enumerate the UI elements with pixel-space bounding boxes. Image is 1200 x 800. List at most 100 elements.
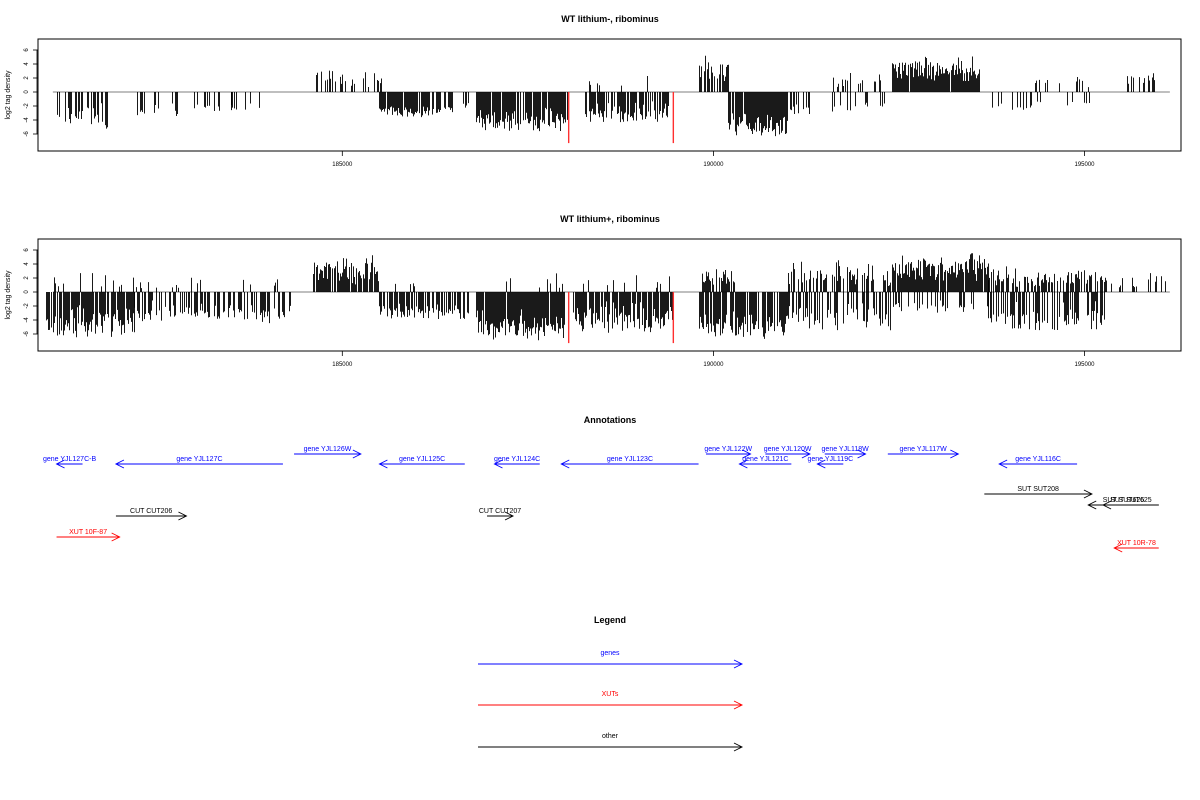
annotation-arrow-head (801, 449, 811, 459)
legend-label: XUTs (602, 691, 619, 698)
annotation-feature: gene YJL116C (998, 456, 1078, 469)
legend-entry: XUTs (478, 691, 744, 710)
annotation-arrow-head (352, 449, 362, 459)
y-tick-label: 2 (24, 276, 30, 280)
annotations-title: Annotations (584, 415, 637, 425)
legend-title: Legend (594, 615, 626, 625)
legend-arrow-head (733, 659, 744, 669)
panel-title: WT lithium+, ribominus (560, 214, 660, 224)
annotation-feature: gene YJL127C-B (43, 456, 97, 469)
legend-items: genes XUTs other (478, 650, 744, 752)
y-tick-label: 4 (24, 62, 30, 66)
x-tick-label: 195000 (1074, 162, 1095, 168)
annotation-feature: gene YJL119C (807, 456, 853, 469)
y-tick-label: 0 (24, 90, 30, 94)
annotation-feature: gene YJL121C (738, 456, 792, 469)
plot-frame (37, 238, 1182, 352)
y-tick-label: 6 (24, 248, 30, 252)
track-panel-lithium-minus: WT lithium-, ribominus log2 tag density … (5, 14, 1182, 168)
annotation-arrow-head (111, 532, 121, 542)
x-tick-label: 185000 (332, 162, 353, 168)
annotation-feature: CUT CUT207 (479, 508, 521, 521)
annotation-feature: gene YJL117W (887, 446, 960, 459)
annotation-feature: gene YJL123C (560, 456, 699, 469)
annotation-feature: SUT SUT625 (1102, 497, 1159, 510)
annotation-arrow-head (742, 449, 752, 459)
legend-label: genes (600, 650, 620, 657)
y-tick-label: -2 (24, 303, 30, 309)
annotation-feature: gene YJL122W (704, 446, 753, 459)
x-tick-label: 185000 (332, 362, 353, 368)
annotation-arrow-head (114, 459, 125, 469)
annotation-label: gene YJL127C (176, 456, 222, 463)
annotation-label: gene YJL127C-B (43, 456, 97, 463)
annotation-arrow-head (1102, 500, 1112, 510)
y-tick-label: 0 (24, 290, 30, 294)
annotation-arrow-head (504, 511, 515, 521)
annotation-feature: gene YJL126W (294, 446, 362, 459)
bars-group (46, 253, 1170, 344)
x-tick-label: 195000 (1074, 362, 1095, 368)
annotation-label: SUT SUT208 (1017, 486, 1059, 493)
annotation-arrow-head (1083, 489, 1093, 499)
annotation-label: CUT CUT207 (479, 508, 521, 515)
annotation-arrow-head (493, 459, 503, 469)
annotation-label: gene YJL118W (822, 446, 870, 453)
annotation-arrow-head (560, 459, 570, 469)
panel-title: WT lithium-, ribominus (561, 14, 659, 24)
legend-label: other (602, 733, 619, 740)
y-tick-label: 2 (24, 76, 30, 80)
axes-group: 6 4 2 0 -2 -4 -6 185000 190000 195000 (24, 48, 1095, 168)
annotation-label: gene YJL125C (399, 456, 445, 463)
annotation-feature: gene YJL118W (822, 446, 870, 459)
annotation-label: XUT 10F-87 (69, 529, 107, 536)
y-tick-label: 4 (24, 262, 30, 266)
annotation-label: gene YJL124C (494, 456, 540, 463)
annotation-label: gene YJL121C (742, 456, 788, 463)
annotation-label: CUT CUT206 (130, 508, 172, 515)
annotation-feature: XUT 10F-87 (56, 529, 121, 542)
annotation-label: XUT 10R-78 (1117, 540, 1156, 547)
y-tick-label: 6 (24, 48, 30, 52)
annotation-items: gene YJL127C-B gene YJL127C gene YJL126W ge… (43, 446, 1159, 553)
annotation-feature: gene YJL127C (114, 456, 283, 469)
annotation-label: SUT SUT626 (1103, 497, 1145, 504)
annotation-label: gene YJL120W (764, 446, 812, 453)
annotation-label: gene YJL123C (607, 456, 653, 463)
annotation-label: gene YJL126W (304, 446, 352, 453)
annotation-label: gene YJL122W (704, 446, 752, 453)
annotation-feature: XUT 10R-78 (1113, 540, 1159, 553)
annotation-arrow-head (998, 459, 1008, 469)
annotation-label: SUT SUT625 (1110, 497, 1152, 504)
legend-arrow-head (733, 742, 744, 752)
annotation-arrow-head (1087, 500, 1097, 510)
axes-group: 6 4 2 0 -2 -4 -6 185000 190000 195000 (24, 248, 1095, 368)
y-tick-label: -6 (24, 331, 30, 337)
annotation-arrow-head (816, 459, 826, 469)
annotation-arrow-head (55, 459, 65, 469)
annotation-arrow-head (178, 511, 188, 521)
annotation-arrow-head (1113, 543, 1123, 553)
legend-arrow-head (733, 700, 744, 710)
x-tick-label: 190000 (703, 162, 724, 168)
legend-entry: genes (478, 650, 744, 669)
annotation-feature: CUT CUT206 (115, 508, 188, 521)
legend-entry: other (478, 733, 744, 752)
annotation-arrow-head (857, 449, 867, 459)
plot-frame (37, 38, 1182, 152)
annotation-arrow-head (950, 449, 960, 459)
annotation-feature: gene YJL120W (764, 446, 812, 459)
annotation-label: gene YJL119C (807, 456, 853, 463)
annotation-feature: gene YJL125C (378, 456, 465, 469)
bars-group (52, 55, 1170, 144)
y-axis-label: log2 tag density (5, 70, 12, 120)
annotation-feature: gene YJL124C (493, 456, 540, 469)
legend: Legend genes XUTs other (478, 615, 744, 752)
y-tick-label: -4 (24, 317, 30, 323)
y-tick-label: -6 (24, 131, 30, 137)
annotations-panel: Annotations gene YJL127C-B gene YJL127Cge… (43, 415, 1159, 553)
annotation-feature: SUT SUT208 (984, 486, 1093, 499)
x-tick-label: 190000 (703, 362, 724, 368)
